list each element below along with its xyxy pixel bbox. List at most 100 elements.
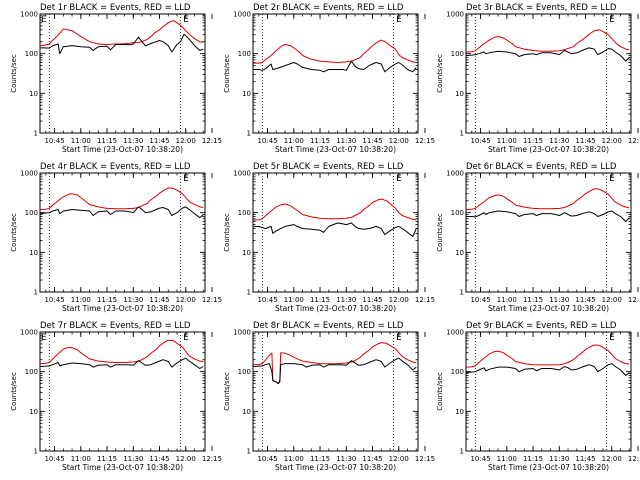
event-marker-label: E (396, 333, 402, 343)
x-tick-label: 11:15 (310, 296, 330, 304)
x-tick-label: 10:45 (44, 296, 64, 304)
series-line-events (466, 47, 630, 62)
x-tick-label: 11:45 (362, 296, 382, 304)
x-tick-label: 11:30 (549, 455, 569, 463)
panel-det-8r: Det 8r BLACK = Events, RED = LLD 1 10 100 10… (223, 321, 435, 472)
plot-frame (465, 13, 632, 134)
x-tick-label: 10:45 (470, 296, 490, 304)
y-tick-label: 10 (29, 90, 38, 98)
event-marker-label: E (183, 174, 189, 184)
x-axis-label: Start Time (23-Oct-07 10:38:20) (488, 463, 609, 472)
y-tick-label: 1 (247, 289, 251, 297)
x-tick-label: 11:00 (71, 137, 91, 145)
x-tick-label: 12:15 (628, 455, 640, 463)
x-tick-label: 11:45 (149, 296, 169, 304)
x-tick-label: 11:45 (362, 455, 382, 463)
x-tick-label: 11:15 (310, 455, 330, 463)
series-line-lld (253, 342, 417, 385)
x-tick-label: 10:45 (44, 455, 64, 463)
x-tick-label: 10:45 (257, 137, 277, 145)
panel-det-3r: Det 3r BLACK = Events, RED = LLD 1 10 100 10… (436, 3, 640, 154)
series-line-events (40, 206, 204, 219)
event-marker-label: E (183, 15, 189, 25)
y-tick-label: 100 (238, 50, 251, 58)
y-tick-label: 10 (242, 249, 251, 257)
series-line-events (253, 357, 417, 385)
x-tick-label: 12:00 (176, 296, 196, 304)
y-axis-label: Counts/sec (223, 213, 231, 252)
x-tick-label: 12:15 (202, 137, 222, 145)
y-tick-label: 1 (460, 448, 464, 456)
x-tick-label: 10:45 (470, 137, 490, 145)
y-axis-label: Counts/sec (10, 372, 18, 411)
x-tick-label: 11:15 (97, 296, 117, 304)
y-tick-label: 1000 (446, 170, 464, 178)
y-axis-label: Counts/sec (223, 372, 231, 411)
y-tick-label: 100 (25, 368, 38, 376)
y-tick-label: 1000 (233, 11, 251, 19)
y-tick-label: 100 (238, 209, 251, 217)
panel-det-4r: Det 4r BLACK = Events, RED = LLD 1 10 100 10… (10, 162, 222, 313)
y-axis-label: Counts/sec (436, 372, 444, 411)
y-tick-label: 100 (451, 50, 464, 58)
panel-det-7r: Det 7r BLACK = Events, RED = LLD 1 10 100 10… (10, 321, 222, 472)
panel-title: Det 4r BLACK = Events, RED = LLD (40, 162, 191, 172)
y-tick-label: 100 (238, 368, 251, 376)
event-marker-label: E (609, 174, 615, 184)
series-line-lld (466, 344, 630, 368)
x-tick-label: 11:15 (97, 455, 117, 463)
x-tick-label: 11:45 (575, 455, 595, 463)
y-tick-label: 10 (29, 249, 38, 257)
x-tick-label: 11:30 (549, 137, 569, 145)
panel-title: Det 2r BLACK = Events, RED = LLD (253, 3, 404, 13)
x-tick-label: 11:00 (284, 455, 304, 463)
y-tick-label: 1000 (20, 329, 38, 337)
event-marker-label: E (609, 333, 615, 343)
y-axis-label: Counts/sec (10, 54, 18, 93)
event-marker-label: E (396, 15, 402, 25)
y-axis-label: Counts/sec (10, 213, 18, 252)
x-tick-label: 11:30 (336, 455, 356, 463)
y-tick-label: 1000 (20, 11, 38, 19)
x-tick-label: 11:30 (336, 137, 356, 145)
x-tick-label: 12:00 (389, 455, 409, 463)
x-tick-label: 12:15 (415, 455, 435, 463)
plot-frame (39, 13, 206, 134)
x-tick-label: 12:00 (602, 137, 622, 145)
y-tick-label: 10 (455, 90, 464, 98)
x-tick-label: 12:15 (202, 455, 222, 463)
y-tick-label: 1 (34, 448, 38, 456)
x-tick-label: 12:00 (602, 296, 622, 304)
y-tick-label: 10 (455, 249, 464, 257)
panel-det-2r: Det 2r BLACK = Events, RED = LLD 1 10 100 10… (223, 3, 435, 154)
x-tick-label: 11:30 (123, 137, 143, 145)
series-line-events (466, 210, 630, 222)
y-tick-label: 1000 (446, 329, 464, 337)
panel-det-9r: Det 9r BLACK = Events, RED = LLD 1 10 100 10… (436, 321, 640, 472)
y-tick-label: 1 (34, 289, 38, 297)
event-marker-label: E (183, 333, 189, 343)
x-tick-label: 10:45 (44, 137, 64, 145)
series-line-lld (40, 187, 204, 210)
series-line-lld (466, 29, 630, 53)
x-tick-label: 11:30 (549, 296, 569, 304)
series-line-lld (40, 20, 204, 47)
series-line-events (253, 222, 417, 237)
series-line-lld (466, 188, 630, 210)
x-tick-label: 10:45 (470, 455, 490, 463)
x-tick-label: 11:15 (310, 137, 330, 145)
y-tick-label: 10 (242, 408, 251, 416)
x-tick-label: 11:30 (123, 455, 143, 463)
x-tick-label: 11:00 (284, 296, 304, 304)
x-axis-label: Start Time (23-Oct-07 10:38:20) (62, 304, 183, 313)
panel-det-5r: Det 5r BLACK = Events, RED = LLD 1 10 100 10… (223, 162, 435, 313)
x-axis-label: Start Time (23-Oct-07 10:38:20) (62, 145, 183, 154)
y-tick-label: 10 (29, 408, 38, 416)
panel-title: Det 1r BLACK = Events, RED = LLD (40, 3, 191, 13)
plot-frame (465, 172, 632, 293)
x-tick-label: 11:45 (575, 296, 595, 304)
x-tick-label: 12:00 (602, 455, 622, 463)
plot-frame (39, 331, 206, 452)
x-tick-label: 12:00 (176, 455, 196, 463)
